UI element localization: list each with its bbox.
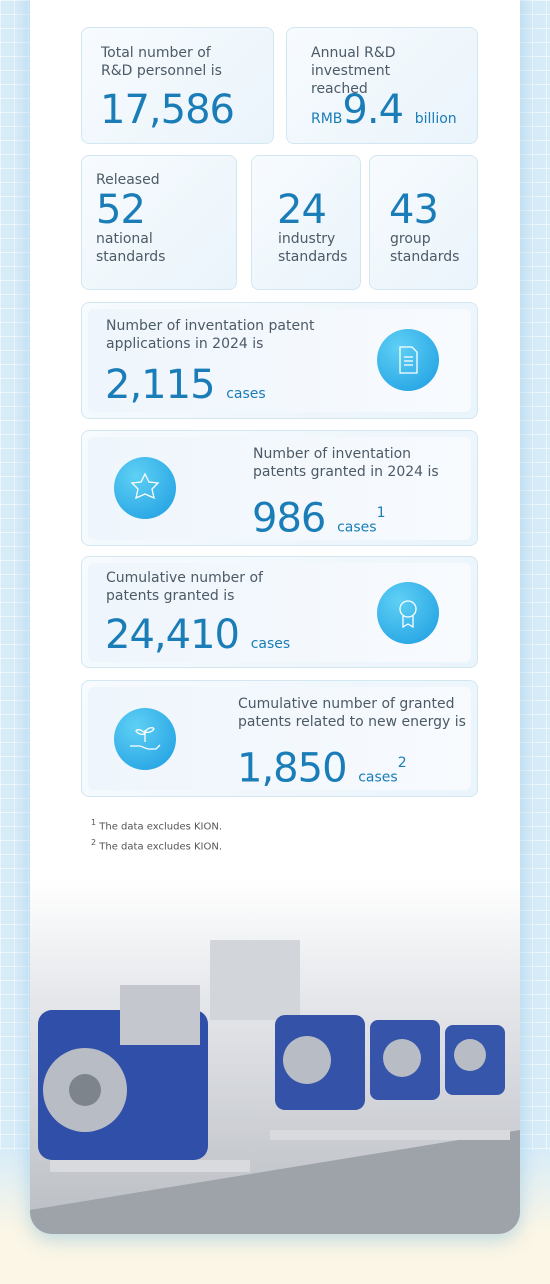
- label: Number of inventation patents granted in…: [253, 446, 439, 480]
- label: Total number of R&D personnel is: [101, 45, 222, 79]
- icon-glyph: [130, 727, 161, 750]
- plant-icon: [114, 708, 176, 770]
- standards-box: Released 52 national standards: [81, 155, 237, 290]
- unit: cases: [226, 386, 266, 402]
- label: industry standards: [278, 231, 348, 265]
- patent-box: Cumulative number of patents granted is …: [81, 556, 478, 668]
- unit: cases: [250, 636, 291, 652]
- footnote: 2 The data excludes KION.: [91, 838, 222, 852]
- value: 24,410: [105, 612, 240, 658]
- personnel-box: Total number of R&D personnel is 17,586: [81, 27, 274, 144]
- icon-glyph: [399, 600, 417, 629]
- value: 2,115: [105, 362, 216, 408]
- label: Cumulative number of patents granted is: [106, 570, 263, 604]
- footnote-mark: 2: [397, 755, 407, 771]
- footnote-text: The data excludes KION.: [99, 821, 223, 833]
- factory-photo: [30, 880, 520, 1234]
- value-line: 2,115 cases: [105, 363, 266, 416]
- value-line: RMB9.4 billion: [311, 88, 457, 141]
- value-line: 24,410 cases: [105, 613, 290, 666]
- footnote-mark: 2: [91, 838, 97, 847]
- award-icon: [377, 582, 439, 644]
- content-card: Total number of R&D personnel is 17,586 …: [30, 0, 520, 1234]
- unit: billion: [414, 111, 457, 127]
- unit: cases: [337, 519, 377, 536]
- value-line: 986 cases1: [252, 491, 385, 549]
- investment-box: Annual R&D investment reached RMB9.4 bil…: [286, 27, 478, 144]
- value: 52: [96, 187, 146, 233]
- label: national standards: [96, 231, 166, 265]
- footnote-text: The data excludes KION.: [99, 841, 223, 853]
- value-line: 1,850 cases2: [237, 741, 407, 799]
- label: Released: [96, 172, 160, 188]
- label: Cumulative number of granted patents rel…: [238, 696, 466, 730]
- icon-glyph: [399, 346, 418, 374]
- star-icon: [114, 457, 176, 519]
- label: Annual R&D investment reached: [311, 45, 396, 97]
- unit: cases: [358, 769, 398, 786]
- prefix: RMB: [311, 111, 343, 127]
- document-icon: [377, 329, 439, 391]
- standards-box: 24 industry standards: [251, 155, 361, 290]
- patent-box: Cumulative number of granted patents rel…: [81, 680, 478, 797]
- footnote: 1 The data excludes KION.: [91, 818, 222, 832]
- footnote-mark: 1: [91, 818, 97, 827]
- label: group standards: [390, 231, 460, 265]
- value: 17,586: [100, 87, 235, 133]
- icon-glyph: [130, 472, 160, 500]
- standards-box: 43 group standards: [369, 155, 478, 290]
- label: Number of inventation patent application…: [106, 318, 315, 352]
- value: 986: [252, 495, 326, 542]
- value: 9.4: [342, 87, 404, 133]
- value: 43: [389, 187, 439, 233]
- footnote-mark: 1: [376, 505, 386, 521]
- patent-box: Number of inventation patent application…: [81, 302, 478, 419]
- value: 24: [277, 187, 327, 233]
- value: 1,850: [237, 745, 348, 792]
- patent-box: Number of inventation patents granted in…: [81, 430, 478, 546]
